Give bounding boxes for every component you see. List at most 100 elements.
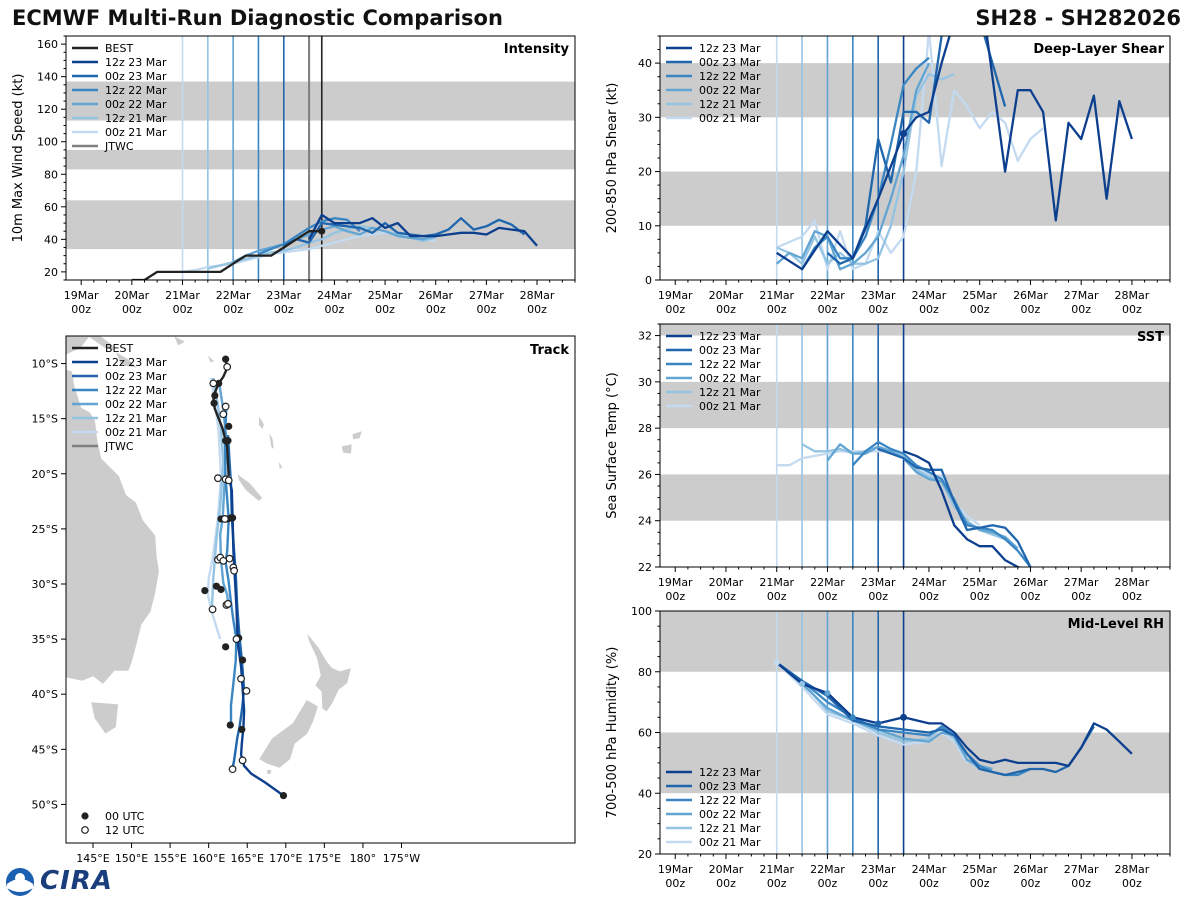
intensity-ytick-label: 20	[44, 266, 58, 279]
intensity-best-endpoint	[318, 227, 326, 235]
shear-xtick-label: 21Mar	[759, 289, 794, 302]
intensity-band-2	[66, 81, 575, 121]
track-marker-12utc	[219, 410, 228, 419]
track-marker-00utc	[210, 399, 218, 407]
track-xtick-label: 165°E	[231, 852, 264, 865]
rh-current-marker	[900, 713, 908, 721]
shear-current-marker	[900, 130, 908, 138]
intensity-legend-12z-21-mar: 12z 21 Mar	[105, 112, 167, 125]
shear-xtick-label: 27Mar	[1064, 289, 1099, 302]
sst-xtick-label: 00z	[970, 590, 990, 603]
rh-xtick-label: 27Mar	[1064, 863, 1099, 876]
track-12z-22-mar	[223, 405, 238, 726]
panel-sst: 22242628303219Mar00z20Mar00z21Mar00z22Ma…	[605, 323, 1171, 603]
storm-id-title: SH28 - SH282026	[975, 6, 1181, 30]
shear-legend-12z-22-mar: 12z 22 Mar	[699, 70, 761, 83]
sst-xtick-label: 00z	[818, 590, 838, 603]
intensity-plot-area	[66, 36, 575, 280]
sst-frame	[659, 323, 1171, 568]
sst-ytick-label: 22	[638, 561, 652, 574]
track-marker-12utc	[224, 476, 233, 485]
shear-ytick-label: 30	[638, 111, 652, 124]
track-ytick-label: 20°S	[32, 468, 58, 481]
rh-init-marker-3	[849, 714, 856, 721]
intensity-series-12z-22-mar	[258, 217, 361, 256]
shear-xtick-label: 20Mar	[709, 289, 744, 302]
shear-xtick-label: 00z	[1122, 303, 1142, 316]
sst-legend-12z-21-mar: 12z 21 Mar	[699, 386, 761, 399]
rh-xtick-label: 24Mar	[912, 863, 947, 876]
track-marker-00utc	[201, 587, 209, 595]
rh-xtick-label: 00z	[1122, 877, 1142, 890]
track-xtick-label: 145°E	[76, 852, 109, 865]
shear-ytick-label: 0	[645, 274, 652, 287]
sst-ytick-label: 32	[638, 330, 652, 343]
rh-xtick-label: 00z	[665, 877, 685, 890]
rh-init-marker-0	[773, 659, 780, 666]
rh-xtick-label: 19Mar	[658, 863, 693, 876]
intensity-band-1	[66, 149, 575, 170]
rh-xtick-label: 22Mar	[810, 863, 845, 876]
rh-band-1	[660, 611, 1170, 672]
intensity-series-00z-23-mar	[283, 217, 526, 247]
panel-shear: 01020304019Mar00z20Mar00z21Mar00z22Mar00…	[605, 35, 1171, 316]
rh-ytick-label: 100	[631, 605, 652, 618]
new-caledonia-landmass	[236, 473, 264, 502]
sst-xtick-label: 00z	[1021, 590, 1041, 603]
track-marker-12utc	[208, 605, 217, 614]
intensity-xtick-label: 28Mar	[520, 289, 555, 302]
track-marker-00utc	[228, 514, 237, 522]
intensity-xtick-label: 27Mar	[469, 289, 504, 302]
track-title: Track	[530, 343, 569, 358]
intensity-legend-jtwc: JTWC	[104, 140, 134, 153]
sst-series-00z-23-mar	[877, 447, 1032, 567]
sst-xtick-label: 20Mar	[709, 576, 744, 589]
sst-legend-00z-23-mar: 00z 23 Mar	[699, 344, 761, 357]
fiji-vanua-levu	[351, 430, 363, 440]
track-frame	[65, 335, 576, 844]
vanuatu-south	[277, 460, 284, 470]
rh-init-marker-2	[824, 690, 831, 697]
shear-xtick-label: 00z	[716, 303, 736, 316]
track-marker-12utc	[230, 566, 239, 575]
rh-init-marker-1	[799, 680, 806, 687]
noaa-logo	[6, 868, 34, 896]
sst-xtick-label: 00z	[868, 590, 888, 603]
rh-xtick-label: 00z	[868, 877, 888, 890]
track-marker-12utc	[224, 599, 232, 608]
nz-south-island	[258, 699, 319, 769]
sst-xtick-label: 19Mar	[658, 576, 693, 589]
track-xtick-label: 175°E	[308, 852, 341, 865]
track-marker-00utc	[239, 656, 247, 664]
rh-legend-00z-23-mar: 00z 23 Mar	[699, 780, 761, 793]
sst-xtick-label: 28Mar	[1115, 576, 1150, 589]
shear-series-12z-23-mar	[776, 36, 1133, 271]
intensity-xtick-label: 00z	[375, 303, 395, 316]
shear-xtick-label: 25Mar	[962, 289, 997, 302]
intensity-ytick-label: 60	[44, 201, 58, 214]
intensity-xtick-label: 00z	[223, 303, 243, 316]
shear-series-12z-22-mar	[801, 56, 930, 270]
track-marker-12utc	[228, 765, 237, 774]
track-marker-12utc	[219, 556, 228, 565]
sst-band-2	[660, 324, 1170, 336]
sst-series-12z-23-mar	[903, 450, 1022, 567]
track-marker-12utc	[221, 402, 230, 411]
intensity-legend-best: BEST	[105, 42, 133, 55]
intensity-xtick-label: 22Mar	[216, 289, 251, 302]
shear-plot-area	[660, 36, 1170, 280]
shear-xtick-label: 00z	[1071, 303, 1091, 316]
track-ytick-label: 35°S	[32, 633, 58, 646]
track-legend-12z-21-mar: 12z 21 Mar	[105, 412, 167, 425]
shear-ytick-label: 20	[638, 166, 652, 179]
track-xtick-label: 180°	[350, 852, 377, 865]
track-legend-jtwc: JTWC	[104, 440, 134, 453]
sst-xtick-label: 00z	[767, 590, 787, 603]
track-marker-00utc	[226, 721, 234, 729]
shear-xtick-label: 00z	[919, 303, 939, 316]
track-legend-12utc: 12 UTC	[105, 824, 145, 837]
track-marker-12utc	[214, 474, 222, 483]
rh-xtick-label: 00z	[919, 877, 939, 890]
track-legend-00z-22-mar: 00z 22 Mar	[105, 398, 167, 411]
